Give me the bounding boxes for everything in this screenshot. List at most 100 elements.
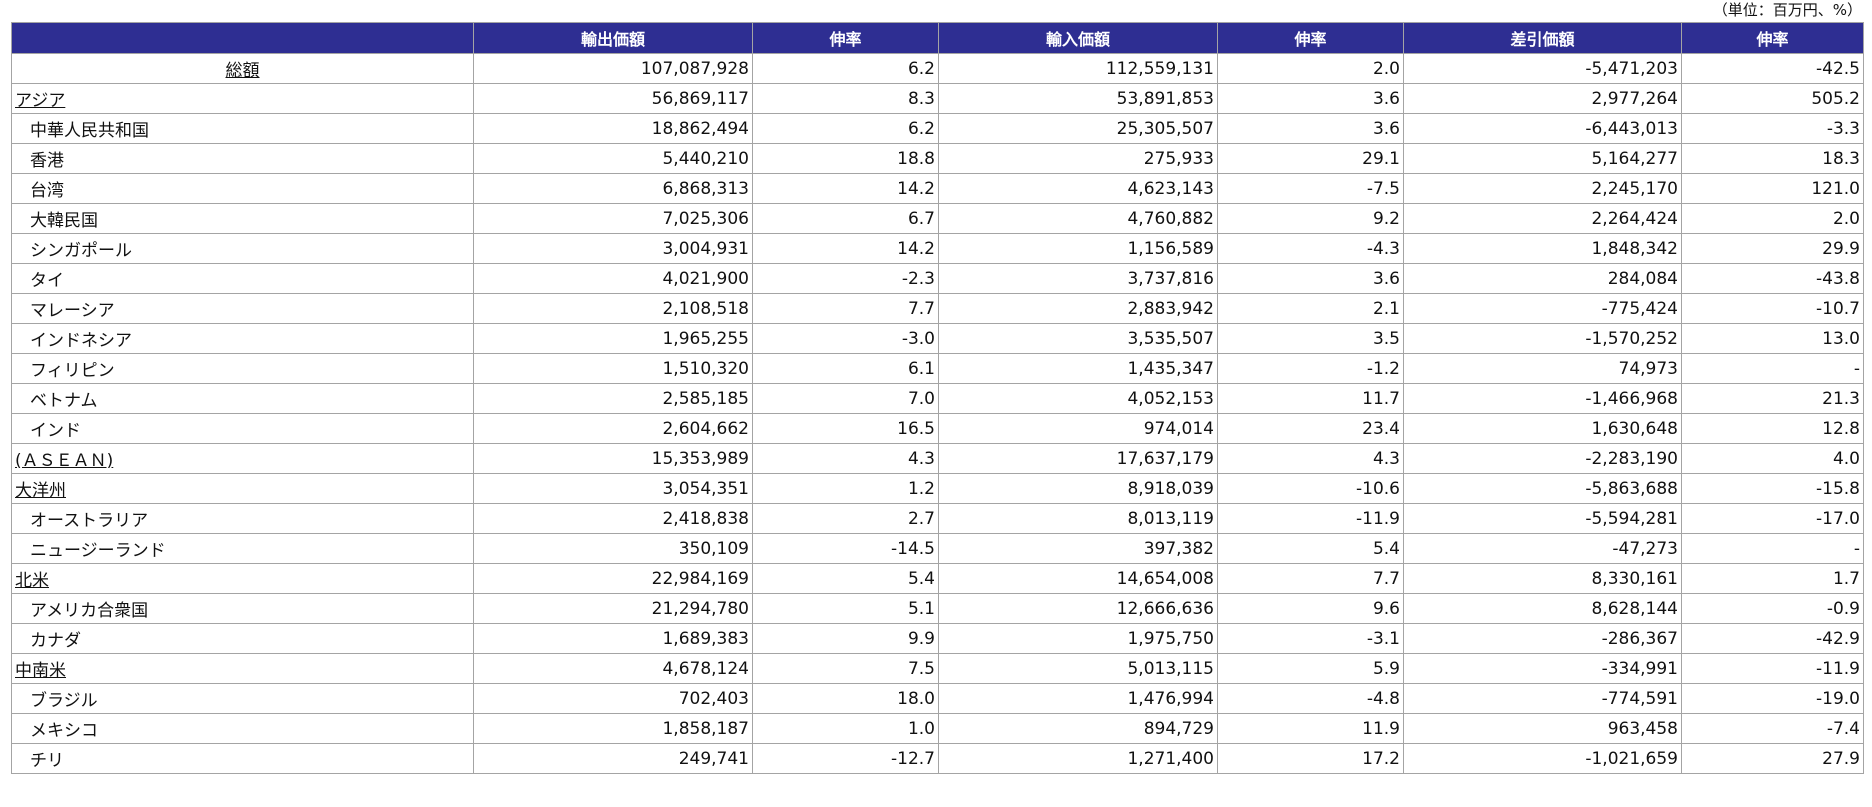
import-value-cell: 1,476,994 (938, 683, 1218, 714)
import-value-cell: 14,654,008 (938, 563, 1218, 594)
balance-growth-cell: 29.9 (1681, 233, 1864, 264)
row-name-cell: ブラジル (11, 683, 474, 714)
balance-growth-cell: 1.7 (1681, 563, 1864, 594)
region-link[interactable]: 中南米 (15, 661, 66, 681)
table-row: インド 2,604,662 16.5 974,014 23.4 1,630,648 12.8 (11, 413, 1864, 444)
row-name-cell: 大韓民国 (11, 203, 474, 234)
row-name-cell: フィリピン (11, 353, 474, 384)
table-row: ブラジル 702,403 18.0 1,476,994 -4.8 -774,591 -19.… (11, 683, 1864, 714)
balance-growth-cell: -17.0 (1681, 503, 1864, 534)
row-name-cell: オーストラリア (11, 503, 474, 534)
export-growth-cell: 7.0 (752, 383, 939, 414)
export-value-cell: 107,087,928 (473, 53, 753, 84)
row-name-cell: 北米 (11, 563, 474, 594)
import-growth-cell: 2.0 (1217, 53, 1404, 84)
import-value-cell: 17,637,179 (938, 443, 1218, 474)
table-row: マレーシア 2,108,518 7.7 2,883,942 2.1 -775,424 -10… (11, 293, 1864, 324)
balance-growth-cell: -7.4 (1681, 713, 1864, 744)
export-value-cell: 18,862,494 (473, 113, 753, 144)
export-value-cell: 249,741 (473, 743, 753, 774)
balance-value-cell: -1,570,252 (1403, 323, 1682, 354)
balance-value-cell: 284,084 (1403, 263, 1682, 294)
balance-growth-cell: -15.8 (1681, 473, 1864, 504)
row-name-cell: 香港 (11, 143, 474, 174)
country-label: ベトナム (30, 391, 98, 411)
balance-growth-cell: - (1681, 533, 1864, 564)
row-name-cell: タイ (11, 263, 474, 294)
balance-growth-cell: -11.9 (1681, 653, 1864, 684)
region-link[interactable]: (ＡＳＥＡＮ) (15, 451, 114, 471)
export-value-cell: 350,109 (473, 533, 753, 564)
balance-growth-cell: -0.9 (1681, 593, 1864, 624)
export-growth-cell: 4.3 (752, 443, 939, 474)
export-value-cell: 1,965,255 (473, 323, 753, 354)
balance-growth-cell: 2.0 (1681, 203, 1864, 234)
export-value-cell: 22,984,169 (473, 563, 753, 594)
import-growth-cell: 4.3 (1217, 443, 1404, 474)
row-name-cell: 総額 (11, 53, 474, 84)
balance-value-cell: -2,283,190 (1403, 443, 1682, 474)
region-link[interactable]: 総額 (225, 61, 260, 81)
import-value-cell: 53,891,853 (938, 83, 1218, 114)
balance-value-cell: 2,264,424 (1403, 203, 1682, 234)
export-growth-cell: 6.2 (752, 53, 939, 84)
import-growth-cell: 7.7 (1217, 563, 1404, 594)
export-value-cell: 2,418,838 (473, 503, 753, 534)
balance-value-cell: -47,273 (1403, 533, 1682, 564)
balance-growth-cell: 13.0 (1681, 323, 1864, 354)
country-label: カナダ (30, 631, 81, 651)
balance-growth-cell: -42.9 (1681, 623, 1864, 654)
balance-growth-cell: 505.2 (1681, 83, 1864, 114)
table-row: 香港 5,440,210 18.8 275,933 29.1 5,164,277 18.3 (11, 143, 1864, 174)
balance-growth-cell: 121.0 (1681, 173, 1864, 204)
balance-value-cell: 5,164,277 (1403, 143, 1682, 174)
import-value-cell: 2,883,942 (938, 293, 1218, 324)
country-label: フィリピン (30, 361, 115, 381)
country-label: シンガポール (30, 241, 132, 261)
header-balance-value: 差引価額 (1403, 22, 1682, 54)
import-growth-cell: 9.6 (1217, 593, 1404, 624)
export-value-cell: 5,440,210 (473, 143, 753, 174)
export-growth-cell: 5.4 (752, 563, 939, 594)
import-growth-cell: 3.5 (1217, 323, 1404, 354)
export-value-cell: 1,510,320 (473, 353, 753, 384)
export-growth-cell: 7.7 (752, 293, 939, 324)
balance-growth-cell: -42.5 (1681, 53, 1864, 84)
balance-growth-cell: 12.8 (1681, 413, 1864, 444)
region-link[interactable]: 大洋州 (15, 481, 66, 501)
balance-value-cell: 1,848,342 (1403, 233, 1682, 264)
import-value-cell: 1,156,589 (938, 233, 1218, 264)
import-growth-cell: 3.6 (1217, 83, 1404, 114)
region-link[interactable]: アジア (15, 91, 66, 111)
import-value-cell: 3,737,816 (938, 263, 1218, 294)
export-growth-cell: 6.1 (752, 353, 939, 384)
import-growth-cell: 3.6 (1217, 263, 1404, 294)
import-growth-cell: 11.9 (1217, 713, 1404, 744)
export-growth-cell: 16.5 (752, 413, 939, 444)
export-value-cell: 3,054,351 (473, 473, 753, 504)
balance-value-cell: -334,991 (1403, 653, 1682, 684)
row-name-cell: シンガポール (11, 233, 474, 264)
export-value-cell: 4,021,900 (473, 263, 753, 294)
row-name-cell: マレーシア (11, 293, 474, 324)
export-value-cell: 4,678,124 (473, 653, 753, 684)
balance-value-cell: -1,466,968 (1403, 383, 1682, 414)
balance-growth-cell: -43.8 (1681, 263, 1864, 294)
import-growth-cell: 23.4 (1217, 413, 1404, 444)
export-growth-cell: 1.2 (752, 473, 939, 504)
header-import-value: 輸入価額 (938, 22, 1218, 54)
import-growth-cell: -4.8 (1217, 683, 1404, 714)
region-link[interactable]: 北米 (15, 571, 49, 591)
row-name-cell: 大洋州 (11, 473, 474, 504)
table-row: シンガポール 3,004,931 14.2 1,156,589 -4.3 1,848,34… (11, 233, 1864, 264)
balance-value-cell: 2,977,264 (1403, 83, 1682, 114)
trade-table-body: 総額 107,087,928 6.2 112,559,131 2.0 -5,471,203… (11, 53, 1864, 774)
import-growth-cell: -10.6 (1217, 473, 1404, 504)
country-label: インドネシア (30, 331, 132, 351)
export-growth-cell: 1.0 (752, 713, 939, 744)
balance-value-cell: 8,330,161 (1403, 563, 1682, 594)
export-growth-cell: -2.3 (752, 263, 939, 294)
import-growth-cell: 9.2 (1217, 203, 1404, 234)
import-value-cell: 974,014 (938, 413, 1218, 444)
